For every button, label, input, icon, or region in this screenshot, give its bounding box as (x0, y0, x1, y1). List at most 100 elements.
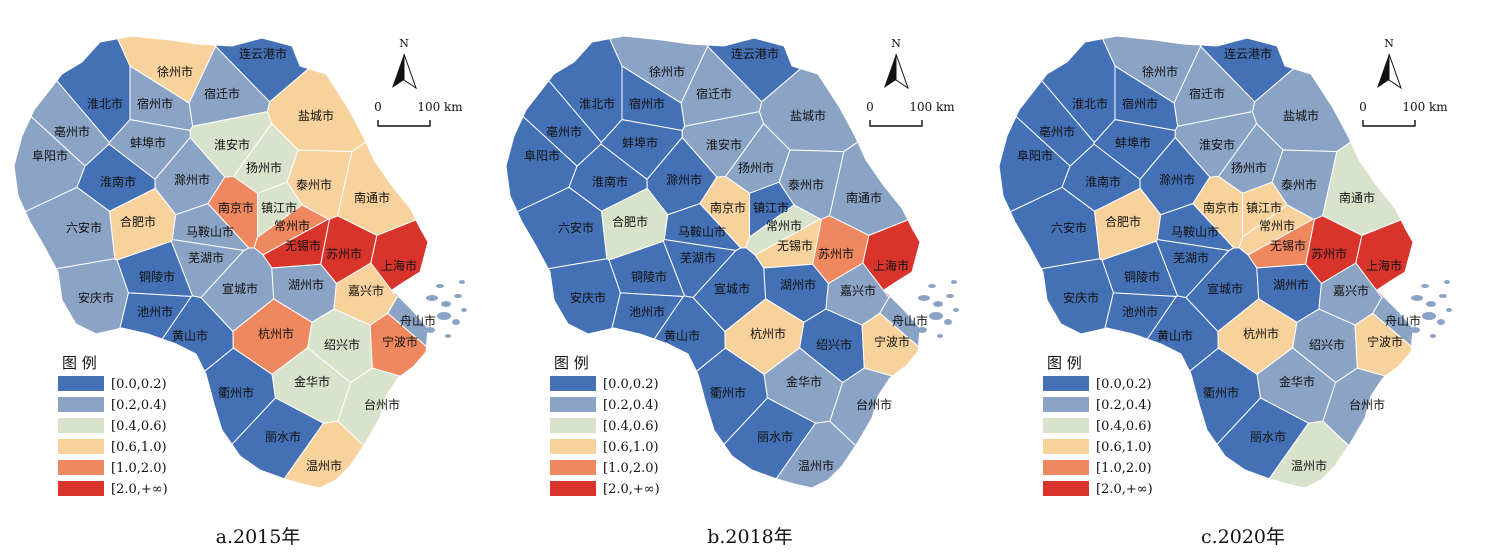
city-label: 合肥市 (1105, 214, 1141, 229)
city-polygons (13, 35, 429, 489)
city-region (1322, 367, 1387, 447)
city-label: 温州市 (306, 458, 342, 473)
city-label: 蚌埠市 (130, 135, 166, 150)
island (461, 308, 467, 312)
island (1422, 312, 1436, 320)
city-label: 宿迁市 (204, 86, 240, 101)
city-label: 安庆市 (78, 290, 114, 305)
city-label: 常州市 (1259, 218, 1295, 233)
island (1437, 319, 1445, 325)
north-arrow-left (392, 54, 404, 88)
scale-end: 100 km (1402, 100, 1448, 114)
island (1430, 334, 1436, 338)
city-label: 台州市 (364, 397, 400, 412)
city-label: 盐城市 (790, 108, 826, 123)
island (441, 301, 451, 307)
city-label: 盐城市 (1283, 108, 1319, 123)
city-label: 南通市 (354, 190, 390, 205)
city-label: 铜陵市 (139, 269, 175, 284)
north-label: N (1384, 37, 1394, 50)
city-label: 滁州市 (174, 172, 210, 187)
city-label: 六安市 (1051, 220, 1087, 235)
legend-label: [1.0,2.0) (1096, 461, 1152, 476)
city-label: 淮北市 (1072, 96, 1108, 111)
city-label: 淮北市 (87, 96, 123, 111)
island (437, 312, 451, 320)
legend-label: [1.0,2.0) (111, 461, 167, 476)
city-label: 宿迁市 (1189, 86, 1225, 101)
island (1446, 308, 1452, 312)
city-label: 徐州市 (649, 64, 685, 79)
city-label: 舟山市 (400, 313, 436, 328)
city-label: 舟山市 (1385, 313, 1421, 328)
north-arrow: N (1377, 37, 1402, 90)
legend-label: [0.0,0.2) (1096, 377, 1152, 392)
city-label: 舟山市 (892, 313, 928, 328)
city-region (723, 397, 817, 480)
legend-swatch (1043, 397, 1089, 412)
city-label: 南京市 (1203, 200, 1239, 215)
island (937, 334, 943, 338)
island (929, 312, 943, 320)
city-region (387, 296, 429, 348)
city-polygons (998, 35, 1414, 489)
legend-swatch (58, 481, 104, 496)
legend-title: 图 例 (62, 354, 97, 372)
city-label: 滁州市 (1159, 172, 1195, 187)
city-label: 绍兴市 (1309, 337, 1345, 352)
legend-label: [2.0,+∞) (603, 482, 660, 497)
legend-label: [2.0,+∞) (111, 482, 168, 497)
city-label: 六安市 (66, 220, 102, 235)
legend-label: [0.2,0.4) (603, 398, 659, 413)
city-label: 苏州市 (1311, 246, 1347, 261)
city-label: 宣城市 (222, 281, 258, 296)
city-label: 温州市 (1291, 458, 1327, 473)
city-label: 滁州市 (666, 172, 702, 187)
city-label: 宿州市 (137, 96, 173, 111)
city-label: 安庆市 (1063, 290, 1099, 305)
north-label: N (891, 37, 901, 50)
legend-swatch (58, 439, 104, 454)
city-label: 徐州市 (1142, 64, 1178, 79)
city-label: 无锡市 (777, 238, 813, 253)
city-label: 上海市 (381, 258, 417, 273)
city-label: 无锡市 (1270, 238, 1306, 253)
city-label: 六安市 (558, 220, 594, 235)
island (917, 327, 927, 333)
city-label: 泰州市 (1281, 177, 1317, 192)
scale-bar: 0 100 km (866, 100, 955, 127)
city-label: 丽水市 (757, 429, 793, 444)
island (1410, 327, 1420, 333)
city-label: 湖州市 (288, 277, 324, 292)
legend-swatch (58, 418, 104, 433)
legend-swatch (58, 376, 104, 391)
city-region (1268, 420, 1350, 489)
city-region (24, 186, 116, 270)
city-region (370, 219, 429, 299)
north-arrow-right (895, 53, 909, 90)
city-label: 绍兴市 (816, 337, 852, 352)
city-region (1355, 219, 1414, 299)
city-label: 芜湖市 (680, 250, 716, 265)
city-region (829, 367, 894, 447)
city-label: 芜湖市 (1173, 250, 1209, 265)
scale-start: 0 (1359, 100, 1367, 114)
island (1439, 294, 1447, 298)
island-cluster (917, 280, 959, 338)
city-label: 苏州市 (326, 246, 362, 261)
city-label: 杭州市 (1243, 326, 1279, 341)
north-arrow-left (884, 54, 896, 88)
panel-caption: a.2015年 (216, 526, 301, 548)
island (928, 284, 936, 288)
legend-label: [0.4,0.6) (603, 419, 659, 434)
city-label: 湖州市 (780, 277, 816, 292)
legend-swatch (550, 397, 596, 412)
island (1411, 295, 1423, 301)
city-region (775, 420, 857, 489)
legend-label: [0.2,0.4) (1096, 398, 1152, 413)
city-region (879, 296, 921, 348)
island (452, 319, 460, 325)
